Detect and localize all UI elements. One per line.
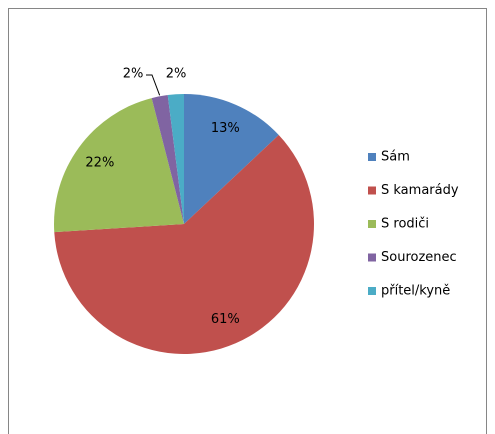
legend-swatch (368, 186, 376, 195)
pie-slice (54, 98, 184, 233)
legend-label: Sám (381, 150, 410, 165)
data-label: 22% (85, 155, 114, 170)
pie-slice (184, 94, 279, 224)
legend-label: Sourozenec (381, 250, 457, 265)
data-label: 13% (211, 121, 240, 136)
pie-slice (54, 135, 314, 354)
legend-swatch (368, 287, 376, 295)
legend-label: přítel/kyně (381, 284, 450, 299)
pie-slice (167, 94, 184, 224)
legend-label: S kamarády (381, 183, 459, 198)
legend-swatch (368, 253, 376, 262)
data-label: 2% (166, 67, 187, 82)
pie-slice (151, 95, 184, 224)
legend-swatch (368, 220, 376, 228)
data-label: 61% (211, 312, 240, 327)
legend-label: S rodiči (381, 217, 429, 232)
leader-line (146, 74, 161, 96)
data-label: 2% (123, 67, 144, 82)
legend-swatch (368, 153, 376, 161)
